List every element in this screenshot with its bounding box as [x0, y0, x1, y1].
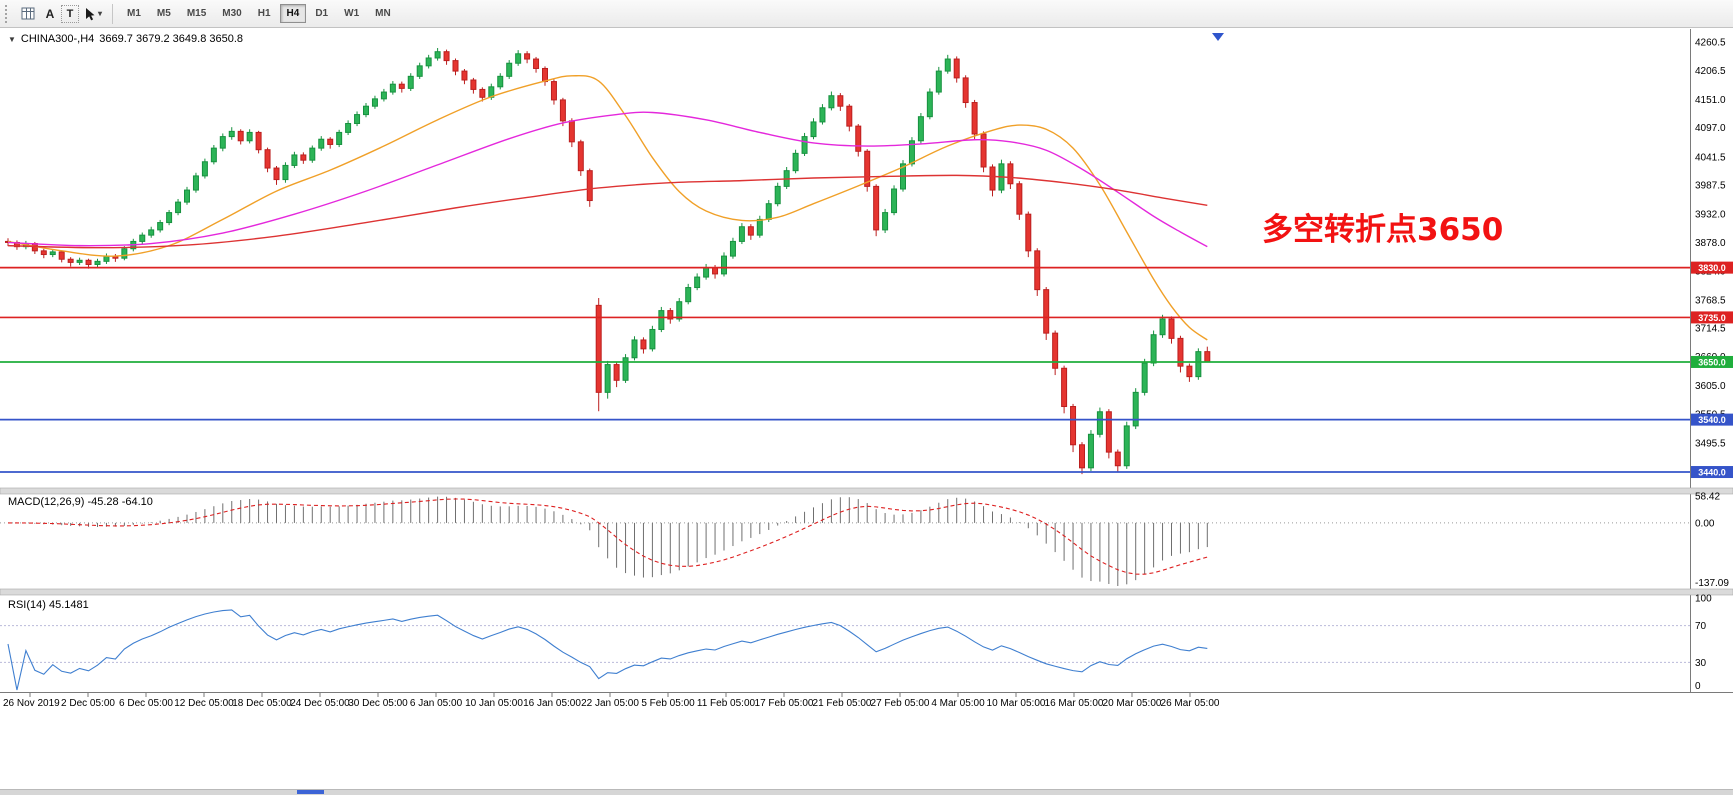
candlestick-series [5, 48, 1211, 475]
chart-title: ▼ CHINA300-,H4 3669.7 3679.2 3649.8 3650… [8, 33, 243, 45]
price-badge-3650.0 [1691, 355, 1733, 368]
svg-text:5 Feb 05:00: 5 Feb 05:00 [641, 698, 695, 709]
panel-splitter-macd[interactable] [0, 487, 1733, 495]
svg-text:22 Jan 05:00: 22 Jan 05:00 [581, 698, 639, 709]
timeframe-button-M1[interactable]: M1 [120, 4, 148, 23]
price-badge-3540.0 [1691, 413, 1733, 426]
timeframe-button-M30[interactable]: M30 [215, 4, 248, 23]
svg-text:17 Feb 05:00: 17 Feb 05:00 [755, 698, 814, 709]
rsi-line [7, 609, 1208, 691]
svg-text:4 Mar 05:00: 4 Mar 05:00 [931, 698, 985, 709]
cursor-arrow-icon [86, 7, 95, 20]
rsi-axis-tick: 70 [1695, 621, 1707, 632]
svg-text:3495.5: 3495.5 [1695, 438, 1726, 449]
chart-shift-marker-icon[interactable] [1212, 33, 1224, 41]
price-badge-3440.0 [1691, 466, 1733, 479]
svg-text:12 Dec 05:00: 12 Dec 05:00 [174, 698, 234, 709]
svg-text:3932.0: 3932.0 [1695, 210, 1726, 221]
svg-text:26 Mar 05:00: 26 Mar 05:00 [1161, 698, 1220, 709]
svg-text:3714.5: 3714.5 [1695, 324, 1726, 335]
moving-average-slow [7, 174, 1208, 249]
chart-ohlc-values: 3669.7 3679.2 3649.8 3650.8 [99, 33, 244, 45]
svg-text:4151.0: 4151.0 [1695, 95, 1726, 106]
macd-axis-tick: -137.09 [1695, 578, 1729, 589]
svg-text:4206.5: 4206.5 [1695, 66, 1726, 77]
chart-dropdown-icon[interactable]: ▼ [8, 34, 16, 44]
svg-text:30 Dec 05:00: 30 Dec 05:00 [348, 698, 408, 709]
timeframe-button-D1[interactable]: D1 [308, 4, 335, 23]
price-axis[interactable]: 4260.5 4206.5 4151.0 4097.0 4041.5 3987.5 3932… [1695, 38, 1726, 450]
grid-icon [21, 7, 35, 20]
macd-axis-tick: 58.42 [1695, 492, 1720, 503]
timeframe-button-M5[interactable]: M5 [150, 4, 178, 23]
svg-text:3605.0: 3605.0 [1695, 381, 1726, 392]
rsi-axis-tick: 30 [1695, 658, 1707, 669]
bottom-window-edge [0, 789, 1733, 795]
price-badge-3735.0 [1691, 311, 1733, 324]
rsi-axis-tick: 100 [1695, 594, 1712, 605]
svg-text:24 Dec 05:00: 24 Dec 05:00 [290, 698, 350, 709]
svg-text:20 Mar 05:00: 20 Mar 05:00 [1103, 698, 1162, 709]
svg-text:21 Feb 05:00: 21 Feb 05:00 [813, 698, 872, 709]
svg-text:6 Jan 05:00: 6 Jan 05:00 [410, 698, 463, 709]
svg-text:3878.0: 3878.0 [1695, 238, 1726, 249]
macd-histogram [16, 496, 1208, 586]
timeframe-button-M15[interactable]: M15 [180, 4, 213, 23]
chart-symbol-label: CHINA300-,H4 [20, 33, 95, 45]
svg-text:2 Dec 05:00: 2 Dec 05:00 [61, 698, 115, 709]
panel-splitter-rsi[interactable] [0, 588, 1733, 596]
timeframe-button-MN[interactable]: MN [368, 4, 398, 23]
svg-text:3440.0: 3440.0 [1698, 468, 1726, 478]
svg-text:16 Mar 05:00: 16 Mar 05:00 [1045, 698, 1104, 709]
timeframe-button-W1[interactable]: W1 [337, 4, 366, 23]
svg-text:4260.5: 4260.5 [1695, 38, 1726, 49]
text-label-tool-button[interactable]: A [39, 3, 61, 25]
timeframe-toolbar: M1 M5 M15 M30 H1 H4 D1 W1 MN [119, 4, 399, 23]
moving-average-medium [7, 111, 1208, 248]
svg-text:10 Jan 05:00: 10 Jan 05:00 [465, 698, 523, 709]
bottom-bar-accent [297, 790, 324, 794]
time-axis[interactable]: 26 Nov 2019 2 Dec 05:00 6 Dec 05:00 12 Dec … [3, 692, 1220, 709]
svg-text:26 Nov 2019: 26 Nov 2019 [3, 698, 60, 709]
timeframe-button-H1[interactable]: H1 [251, 4, 278, 23]
grid-icon-button[interactable] [17, 3, 39, 25]
timeframe-button-H4[interactable]: H4 [279, 4, 307, 23]
rsi-indicator-label: RSI(14) 45.1481 [8, 599, 89, 611]
svg-text:4041.5: 4041.5 [1695, 152, 1726, 163]
macd-axis-tick: 0.00 [1695, 518, 1715, 529]
toolbar-grip[interactable] [5, 4, 11, 23]
svg-text:3540.0: 3540.0 [1698, 415, 1726, 425]
svg-text:27 Feb 05:00: 27 Feb 05:00 [871, 698, 930, 709]
macd-signal-line [7, 498, 1208, 575]
svg-text:16 Jan 05:00: 16 Jan 05:00 [523, 698, 581, 709]
svg-text:3735.0: 3735.0 [1698, 313, 1726, 323]
svg-text:18 Dec 05:00: 18 Dec 05:00 [232, 698, 292, 709]
chart-annotation-text[interactable]: 多空转折点3650 [1262, 212, 1504, 248]
svg-text:6 Dec 05:00: 6 Dec 05:00 [119, 698, 173, 709]
svg-text:4097.0: 4097.0 [1695, 123, 1726, 134]
toolbar-separator [112, 3, 114, 24]
price-badge-3830.0 [1691, 261, 1733, 274]
svg-text:3650.0: 3650.0 [1698, 357, 1726, 367]
svg-text:3768.5: 3768.5 [1695, 295, 1726, 306]
toolbar: A T ▾ M1 M5 M15 M30 H1 H4 D1 W1 MN [0, 0, 1733, 28]
svg-text:3830.0: 3830.0 [1698, 263, 1726, 273]
rsi-axis-tick: 0 [1695, 681, 1701, 692]
svg-text:11 Feb 05:00: 11 Feb 05:00 [697, 698, 756, 709]
moving-average-fast [7, 74, 1208, 341]
chevron-down-icon: ▾ [98, 9, 103, 18]
macd-indicator-label: MACD(12,26,9) -45.28 -64.10 [8, 496, 153, 508]
cursor-tool-button[interactable]: ▾ [79, 3, 106, 25]
svg-text:3987.5: 3987.5 [1695, 181, 1726, 192]
svg-text:10 Mar 05:00: 10 Mar 05:00 [987, 698, 1046, 709]
text-tool-button[interactable]: T [61, 4, 79, 23]
chart-canvas[interactable]: 4260.5 4206.5 4151.0 4097.0 4041.5 3987.5 3932… [0, 29, 1733, 714]
